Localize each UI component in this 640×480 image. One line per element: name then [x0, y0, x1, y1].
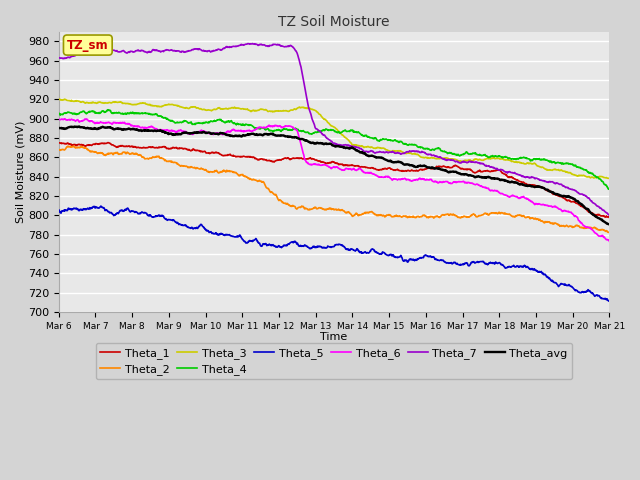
Theta_2 — [420, 212, 428, 218]
Theta_3 — [164, 102, 172, 108]
Theta_7 — [420, 149, 428, 155]
Theta_6 — [164, 128, 172, 133]
Theta_avg — [605, 222, 613, 228]
Theta_6 — [492, 188, 500, 194]
Theta_5 — [605, 298, 613, 304]
Line: Theta_5: Theta_5 — [59, 206, 609, 301]
Theta_7 — [239, 42, 246, 48]
Theta_2 — [605, 229, 613, 235]
Theta_2 — [239, 173, 247, 179]
Theta_7 — [605, 212, 613, 218]
Theta_4 — [541, 156, 548, 162]
Theta_6 — [61, 116, 68, 122]
Theta_6 — [55, 117, 63, 122]
Theta_1 — [492, 168, 500, 173]
Theta_avg — [492, 176, 500, 181]
Theta_3 — [492, 156, 500, 161]
Theta_5 — [239, 237, 247, 243]
Theta_1 — [541, 185, 548, 191]
Theta_avg — [178, 131, 186, 136]
Line: Theta_6: Theta_6 — [59, 119, 609, 241]
Theta_3 — [420, 155, 428, 160]
Line: Theta_avg: Theta_avg — [59, 126, 609, 225]
Theta_6 — [605, 239, 613, 244]
Theta_5 — [55, 208, 63, 214]
Theta_7 — [492, 166, 500, 172]
Theta_4 — [492, 153, 500, 159]
Theta_2 — [55, 147, 63, 153]
Theta_1 — [420, 167, 428, 172]
Line: Theta_1: Theta_1 — [59, 143, 609, 217]
Theta_3 — [239, 106, 247, 111]
Theta_2 — [178, 163, 186, 168]
Theta_7 — [605, 212, 613, 218]
Theta_5 — [420, 253, 428, 259]
Line: Theta_2: Theta_2 — [59, 146, 609, 232]
Theta_2 — [541, 220, 548, 226]
Theta_7 — [248, 41, 256, 47]
Line: Theta_7: Theta_7 — [59, 44, 609, 215]
Theta_7 — [541, 178, 548, 184]
Text: TZ_sm: TZ_sm — [67, 38, 109, 51]
Theta_avg — [164, 131, 172, 136]
Title: TZ Soil Moisture: TZ Soil Moisture — [278, 15, 390, 29]
Theta_2 — [64, 143, 72, 149]
Theta_1 — [178, 145, 186, 151]
Y-axis label: Soil Moisture (mV): Soil Moisture (mV) — [15, 120, 25, 223]
Theta_3 — [178, 104, 186, 110]
Theta_7 — [177, 48, 185, 54]
Theta_4 — [239, 122, 247, 128]
Theta_6 — [541, 202, 548, 208]
Theta_avg — [239, 132, 247, 138]
Theta_5 — [178, 222, 186, 228]
Theta_1 — [605, 215, 613, 220]
Theta_7 — [55, 55, 63, 60]
Theta_1 — [164, 145, 172, 151]
Theta_avg — [420, 163, 428, 168]
Theta_5 — [541, 272, 548, 277]
Theta_4 — [164, 117, 172, 122]
Theta_5 — [605, 298, 613, 304]
Theta_5 — [492, 259, 500, 265]
Theta_6 — [178, 128, 186, 134]
Theta_avg — [541, 185, 548, 191]
Legend: Theta_1, Theta_2, Theta_3, Theta_4, Theta_5, Theta_6, Theta_7, Theta_avg: Theta_1, Theta_2, Theta_3, Theta_4, Thet… — [96, 343, 572, 379]
Theta_2 — [492, 210, 500, 216]
Theta_4 — [420, 146, 428, 152]
Theta_4 — [104, 107, 111, 113]
Line: Theta_3: Theta_3 — [59, 99, 609, 179]
Theta_3 — [541, 166, 548, 171]
Theta_1 — [104, 140, 112, 145]
X-axis label: Time: Time — [321, 332, 348, 342]
Theta_5 — [97, 203, 105, 209]
Theta_avg — [55, 125, 63, 131]
Theta_1 — [239, 154, 247, 159]
Theta_3 — [55, 96, 63, 102]
Theta_avg — [75, 123, 83, 129]
Theta_1 — [55, 140, 63, 145]
Theta_3 — [605, 175, 613, 181]
Theta_7 — [164, 47, 172, 53]
Theta_4 — [605, 186, 613, 192]
Theta_5 — [164, 217, 172, 223]
Theta_2 — [164, 158, 172, 164]
Theta_4 — [55, 111, 63, 117]
Theta_6 — [420, 176, 428, 182]
Line: Theta_4: Theta_4 — [59, 110, 609, 189]
Theta_6 — [239, 129, 247, 134]
Theta_3 — [605, 176, 613, 181]
Theta_4 — [178, 120, 186, 126]
Theta_3 — [55, 96, 63, 102]
